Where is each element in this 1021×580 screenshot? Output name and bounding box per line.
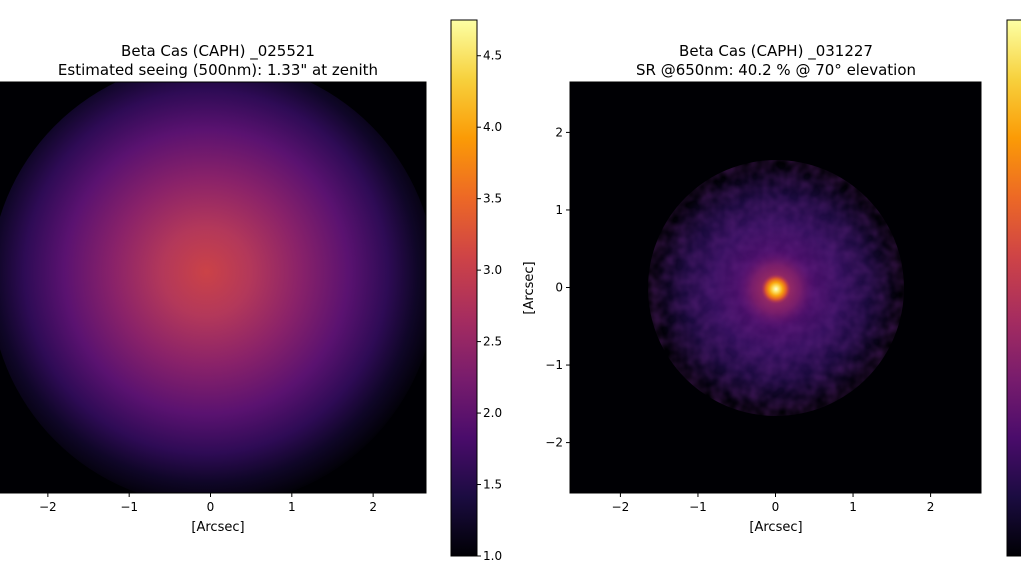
panel-left-xtick-label: −1 xyxy=(120,500,138,514)
panel-left: Beta Cas (CAPH) _025521 Estimated seeing… xyxy=(0,19,502,563)
colorbar-tick-label: 4.0 xyxy=(483,120,502,134)
panel-left-title-line1: Beta Cas (CAPH) _025521 xyxy=(121,42,315,61)
panel-left-xtick-label: 0 xyxy=(207,500,215,514)
colorbar-tick-label: 2.5 xyxy=(483,335,502,349)
panel-right: Beta Cas (CAPH) _031227 SR @650nm: 40.2 … xyxy=(522,19,1021,557)
panel-right-xticks: −2 −1 0 1 2 xyxy=(612,493,935,514)
panel-right-ytick-label: 2 xyxy=(555,125,563,139)
ao-core xyxy=(761,274,791,304)
colorbar-tick-label: 4.5 xyxy=(483,49,502,63)
panel-left-xlabel: [Arcsec] xyxy=(191,520,244,535)
panel-left-xtick-label: 1 xyxy=(288,500,296,514)
panel-left-title-line2: Estimated seeing (500nm): 1.33" at zenit… xyxy=(58,61,378,79)
seeing-halo xyxy=(0,82,426,493)
panel-right-title-line2: SR @650nm: 40.2 % @ 70° elevation xyxy=(636,61,916,79)
colorbar-tick-label: 3.0 xyxy=(483,263,502,277)
panel-left-xtick-label: −2 xyxy=(39,500,57,514)
panel-right-ytick-label: 1 xyxy=(555,203,563,217)
panel-right-xlabel: [Arcsec] xyxy=(749,520,802,535)
panel-right-yticks: 2 1 0 −1 −2 xyxy=(545,125,570,450)
panel-left-xticks: −2 −1 0 1 2 xyxy=(39,493,377,514)
colorbar-ticks: 4.5 4.0 3.5 3.0 2.5 2.0 1.5 1.0 xyxy=(477,49,502,563)
panel-right-xtick-label: −2 xyxy=(612,500,630,514)
colorbar-tick-label: 1.0 xyxy=(483,549,502,563)
panel-right-ytick-label: −2 xyxy=(545,436,563,450)
panel-right-ytick-label: 0 xyxy=(555,281,563,295)
panel-right-xtick-label: 1 xyxy=(849,500,857,514)
panel-right-title-line1: Beta Cas (CAPH) _031227 xyxy=(679,42,873,61)
panel-right-ytick-label: −1 xyxy=(545,358,563,372)
panel-left-xtick-label: 2 xyxy=(369,500,377,514)
colorbar-tick-label: 2.0 xyxy=(483,406,502,420)
colorbar-tick-label: 1.5 xyxy=(483,478,502,492)
panel-right-xtick-label: 2 xyxy=(927,500,935,514)
colorbar-right-partial xyxy=(1006,19,1021,557)
colorbar-tick-label: 3.5 xyxy=(483,192,502,206)
panel-left-heatmap xyxy=(0,82,426,493)
panel-right-xtick-label: 0 xyxy=(772,500,780,514)
colorbar xyxy=(450,19,478,557)
panel-right-heatmap xyxy=(570,82,981,493)
panel-right-ylabel: [Arcsec] xyxy=(522,261,537,314)
panel-right-xtick-label: −1 xyxy=(689,500,707,514)
